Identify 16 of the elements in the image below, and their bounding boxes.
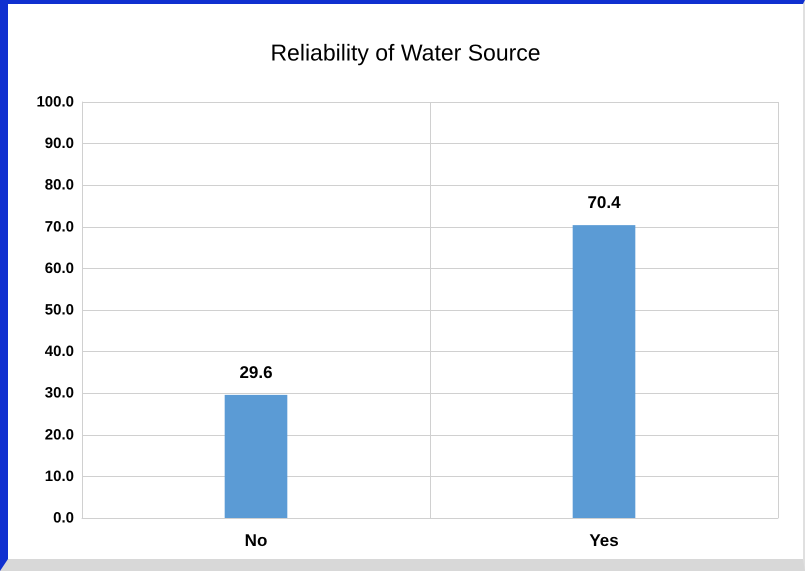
y-tick-label: 20.0 xyxy=(44,426,74,444)
y-tick-label: 70.0 xyxy=(44,218,74,236)
y-tick-label: 50.0 xyxy=(44,302,74,318)
y-tick-label: 90.0 xyxy=(44,135,74,152)
y-tick-label: 30.0 xyxy=(44,384,74,402)
y-tick-label: 100.0 xyxy=(36,94,74,110)
y-tick-label: 80.0 xyxy=(44,176,74,194)
x-tick-label: Yes xyxy=(589,531,619,550)
data-label: 70.4 xyxy=(587,193,622,212)
x-tick-label: No xyxy=(244,531,268,550)
y-tick-label: 40.0 xyxy=(44,343,74,360)
chart-title: Reliability of Water Source xyxy=(270,40,541,66)
data-label: 29.6 xyxy=(239,362,273,382)
y-tick-label: 60.0 xyxy=(44,260,74,277)
y-tick-label: 10.0 xyxy=(44,468,74,485)
y-tick-label: 0.0 xyxy=(53,510,74,526)
